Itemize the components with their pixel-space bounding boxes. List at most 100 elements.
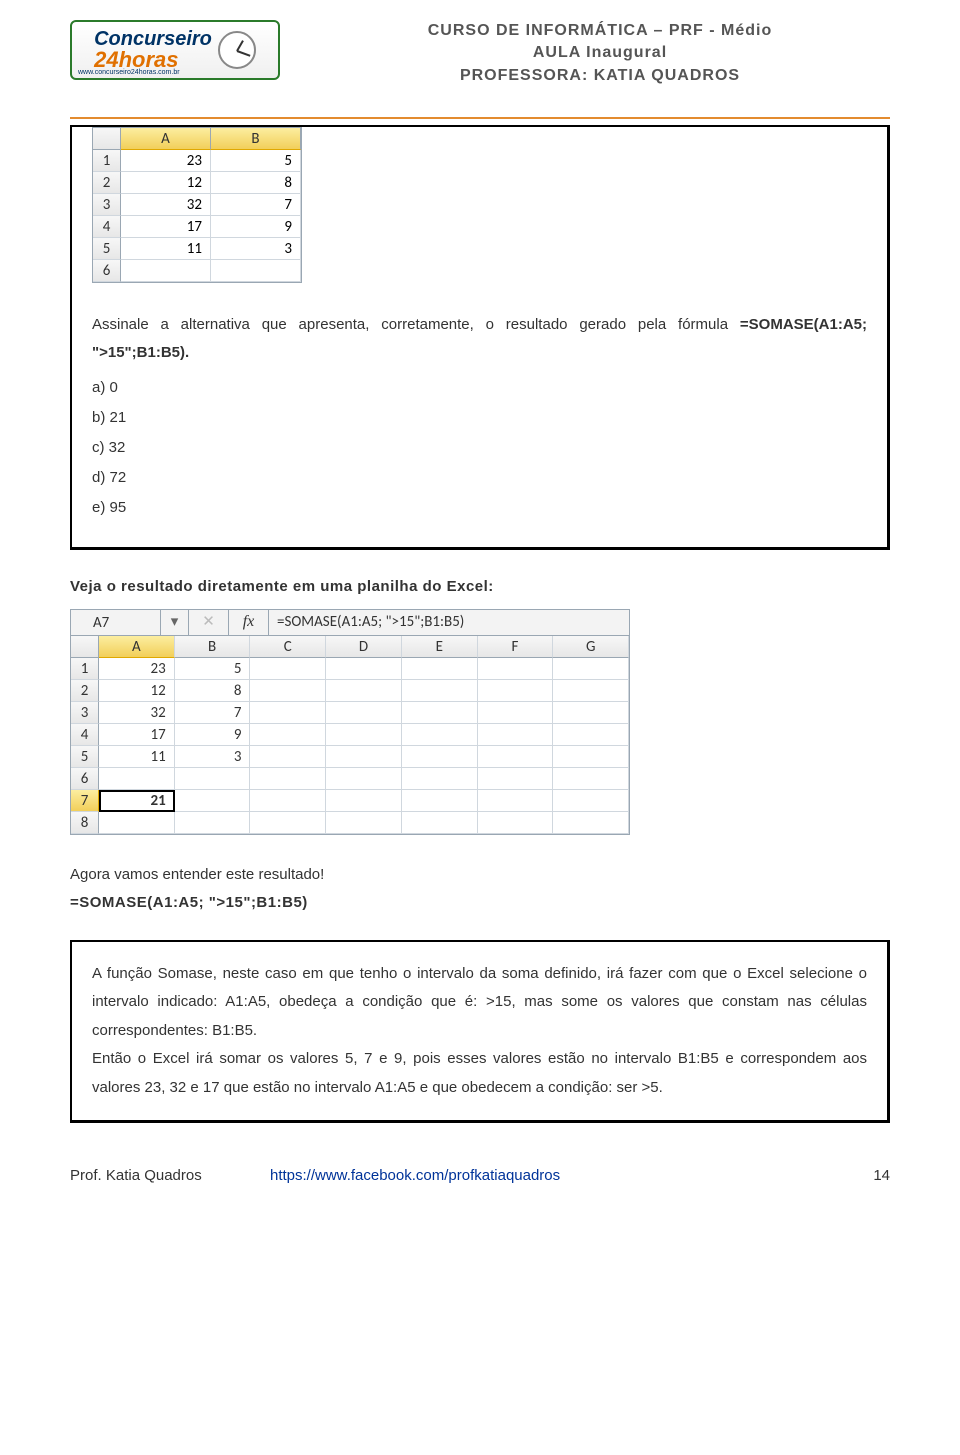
cell: 7: [175, 702, 251, 724]
row-header: 3: [93, 194, 121, 216]
cell: [478, 724, 554, 746]
clock-icon: [218, 31, 256, 69]
question-box: A B 123521283327417951136 Assinale a alt…: [70, 125, 890, 550]
cell: 5: [211, 150, 301, 172]
cell: [326, 790, 402, 812]
cell: 3: [211, 238, 301, 260]
course-header: CURSO DE INFORMÁTICA – PRF - Médio AULA …: [310, 20, 890, 87]
cell: [175, 768, 251, 790]
cell: [99, 768, 175, 790]
explanation-box: A função Somase, neste caso em que tenho…: [70, 940, 890, 1124]
cell: [553, 702, 629, 724]
row-header: 6: [93, 260, 121, 282]
cell: [250, 812, 326, 834]
cell: [250, 724, 326, 746]
col-header: E: [402, 636, 478, 658]
cell: [175, 812, 251, 834]
cell: [250, 790, 326, 812]
logo-text-bottom: 24horas: [94, 49, 212, 71]
explain-lead: Agora vamos entender este resultado!: [70, 861, 890, 890]
row-header: 1: [93, 150, 121, 172]
cell: 8: [211, 172, 301, 194]
cell: 12: [121, 172, 211, 194]
cell: [326, 768, 402, 790]
col-header: A: [99, 636, 175, 658]
cell: [250, 702, 326, 724]
footer-link[interactable]: https://www.facebook.com/profkatiaquadro…: [270, 1167, 560, 1184]
option-b: b) 21: [92, 403, 867, 433]
col-header: B: [175, 636, 251, 658]
cell: [553, 812, 629, 834]
row-header: 2: [71, 680, 99, 702]
cell: 5: [175, 658, 251, 680]
cell: [326, 746, 402, 768]
cell: [250, 658, 326, 680]
cell: [553, 680, 629, 702]
cell: [478, 702, 554, 724]
cell: 17: [121, 216, 211, 238]
row-header: 4: [71, 724, 99, 746]
cell: 9: [175, 724, 251, 746]
cell: 23: [121, 150, 211, 172]
logo-url: www.concurseiro24horas.com.br: [78, 69, 180, 76]
col-header: G: [553, 636, 629, 658]
row-header: 5: [71, 746, 99, 768]
course-teacher: PROFESSORA: KATIA QUADROS: [310, 65, 890, 87]
sheet-corner: [93, 128, 121, 150]
page-footer: Prof. Katia Quadros https://www.facebook…: [70, 1167, 890, 1184]
cell: [478, 746, 554, 768]
cell: 21: [99, 790, 175, 812]
fx-icon: fx: [229, 609, 269, 635]
row-header: 4: [93, 216, 121, 238]
col-header: D: [326, 636, 402, 658]
explanation-p1: A função Somase, neste caso em que tenho…: [92, 960, 867, 1046]
question-intro: Assinale a alternativa que apresenta, co…: [92, 311, 867, 367]
formula-bar: =SOMASE(A1:A5; ">15";B1:B5): [269, 609, 629, 635]
course-title: CURSO DE INFORMÁTICA – PRF - Médio: [310, 20, 890, 42]
explanation-p2: Então o Excel irá somar os valores 5, 7 …: [92, 1045, 867, 1102]
cell: [402, 658, 478, 680]
cell: 17: [99, 724, 175, 746]
col-header: A: [121, 128, 211, 150]
cell: [553, 658, 629, 680]
cell: 11: [99, 746, 175, 768]
cell: [402, 702, 478, 724]
cell: [121, 260, 211, 282]
spreadsheet-large: A7 ▾ ✕ fx =SOMASE(A1:A5; ">15";B1:B5) A …: [70, 609, 630, 835]
spreadsheet-small: A B 123521283327417951136: [92, 127, 302, 283]
option-c: c) 32: [92, 433, 867, 463]
cell: [402, 812, 478, 834]
sheet-corner: [71, 636, 99, 658]
option-a: a) 0: [92, 373, 867, 403]
cell: 9: [211, 216, 301, 238]
cell: [478, 812, 554, 834]
option-e: e) 95: [92, 493, 867, 523]
row-header: 6: [71, 768, 99, 790]
row-header: 2: [93, 172, 121, 194]
cell: [478, 658, 554, 680]
cell: [553, 724, 629, 746]
explain-formula: =SOMASE(A1:A5; ">15";B1:B5): [70, 889, 890, 918]
brand-logo: Concurseiro 24horas www.concurseiro24hor…: [70, 20, 280, 80]
cell: 7: [211, 194, 301, 216]
cell: [326, 680, 402, 702]
col-header: F: [478, 636, 554, 658]
row-header: 5: [93, 238, 121, 260]
cell: 8: [175, 680, 251, 702]
cell: 12: [99, 680, 175, 702]
cell: 23: [99, 658, 175, 680]
page-number: 14: [850, 1167, 890, 1184]
cell: [402, 768, 478, 790]
cell: [402, 746, 478, 768]
row-header: 7: [71, 790, 99, 812]
col-header: B: [211, 128, 301, 150]
col-header: C: [250, 636, 326, 658]
cell: [211, 260, 301, 282]
cell: [326, 702, 402, 724]
cell: [402, 790, 478, 812]
name-box: A7: [71, 610, 161, 635]
cell: 32: [121, 194, 211, 216]
cell: [402, 680, 478, 702]
cancel-icon: ✕: [189, 609, 229, 635]
cell: [175, 790, 251, 812]
